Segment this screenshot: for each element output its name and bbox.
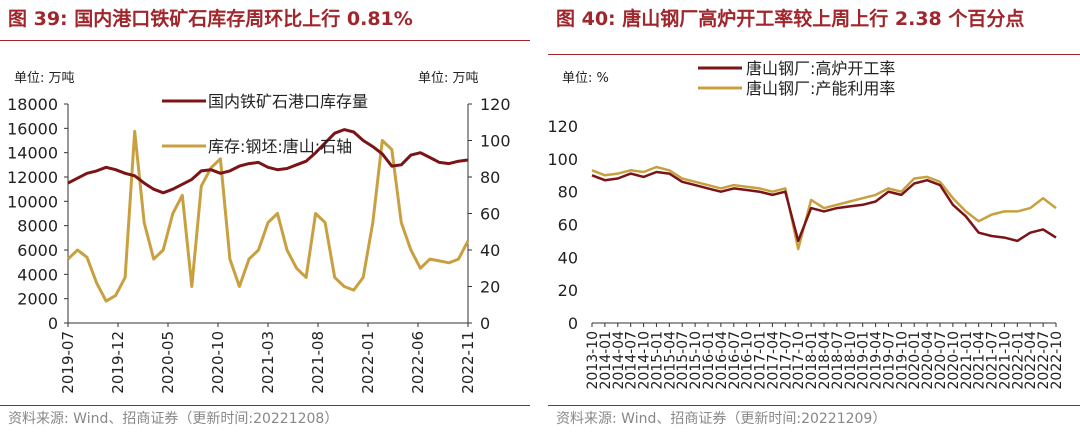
y-tick-label: 10000 — [7, 192, 58, 211]
right-chart-svg: 0204060801001202013-102014-012014-042014… — [547, 59, 1065, 390]
y-tick-label: 0 — [568, 314, 578, 333]
y-tick-label: 2000 — [17, 290, 58, 309]
x-tick-label: 2017-10 — [791, 331, 807, 390]
series-line-capacity-utilization — [591, 165, 1057, 251]
x-tick-label: 2018-10 — [843, 331, 859, 390]
x-tick-label: 2021-08 — [309, 331, 327, 394]
x-tick-label: 2019-04 — [869, 331, 885, 390]
x-tick-label: 2022-01 — [359, 331, 377, 394]
series-line-steel-billet-stock — [66, 129, 470, 303]
y2-tick-label: 20 — [480, 278, 500, 297]
x-tick-label: 2014-10 — [637, 331, 653, 390]
x-tick-label: 2020-10 — [209, 331, 227, 394]
x-tick-label: 2017-07 — [778, 331, 794, 390]
left-chart-svg: 0 2000 4000 6000 8000 10000 12000 14000 16000 180… — [7, 92, 511, 394]
x-tick-label: 2022-04 — [1023, 331, 1039, 390]
y2-tick-label: 80 — [480, 168, 500, 187]
x-tick-label: 2021-10 — [997, 331, 1013, 390]
x-tick-label: 2020-04 — [920, 331, 936, 390]
x-tick-label: 2014-07 — [624, 331, 640, 390]
x-tick-label: 2020-07 — [933, 331, 949, 390]
x-tick-label: 2016-01 — [701, 331, 717, 390]
y-tick-label: 20 — [558, 281, 578, 300]
legend-label: 唐山钢厂:高炉开工率 — [746, 59, 895, 78]
x-tick-label: 2019-01 — [856, 331, 872, 390]
right-axis-unit: 单位: 万吨 — [418, 71, 479, 86]
x-tick-label: 2015-07 — [675, 331, 691, 390]
left-axis-unit: 单位: 万吨 — [14, 71, 75, 86]
x-tick-label: 2018-07 — [830, 331, 846, 390]
legend-label: 国内铁矿石港口库存量 — [208, 92, 368, 111]
right-chart-panel: 图 40: 唐山钢厂高炉开工率较上周上行 2.38 个百分点 单位: % 0 20… — [547, 0, 1080, 434]
y2-tick-label: 100 — [480, 132, 511, 151]
y-tick-label: 60 — [558, 216, 578, 235]
x-tick-label: 2015-10 — [688, 331, 704, 390]
y-tick-label: 100 — [547, 150, 578, 169]
legend-label: 唐山钢厂:产能利用率 — [746, 79, 895, 98]
x-tick-label: 2020-10 — [946, 331, 962, 390]
x-tick-label: 2015-01 — [649, 331, 665, 390]
x-tick-label: 2022-06 — [409, 331, 427, 394]
x-tick-label: 2017-04 — [765, 331, 781, 390]
x-tick-label: 2019-07 — [881, 331, 897, 390]
x-tick-label: 2013-10 — [585, 331, 601, 390]
series-line-iron-ore-port-stock — [67, 128, 469, 195]
y-tick-label: 40 — [558, 248, 578, 267]
right-source-rule — [548, 405, 1080, 406]
y2-tick-label: 0 — [480, 314, 490, 333]
x-tick-label: 2018-04 — [817, 331, 833, 390]
right-chart-unit: 单位: % — [562, 71, 609, 86]
legend-label: 库存:钢坯:唐山:石轴 — [208, 137, 352, 156]
x-tick-label: 2022-11 — [459, 331, 477, 394]
right-chart-title: 图 40: 唐山钢厂高炉开工率较上周上行 2.38 个百分点 — [556, 8, 1025, 30]
x-tick-label: 2019-12 — [109, 331, 127, 394]
x-tick-label: 2016-10 — [740, 331, 756, 390]
x-tick-label: 2017-01 — [753, 331, 769, 390]
x-tick-label: 2022-01 — [1010, 331, 1026, 390]
x-tick-label: 2022-07 — [1036, 331, 1052, 390]
y-tick-label: 120 — [547, 117, 578, 136]
x-tick-label: 2016-04 — [714, 331, 730, 390]
right-source: 资料来源: Wind、招商证券（更新时间:20221209） — [556, 411, 887, 427]
x-tick-label: 2015-04 — [662, 331, 678, 390]
x-tick-label: 2021-04 — [972, 331, 988, 390]
right-title-rule — [548, 54, 1080, 55]
y2-tick-label: 60 — [480, 205, 500, 224]
x-tick-label: 2019-07 — [59, 331, 77, 394]
y-tick-label: 6000 — [17, 241, 58, 260]
y-tick-label: 14000 — [7, 144, 58, 163]
x-tick-label: 2018-01 — [804, 331, 820, 390]
x-tick-label: 2019-10 — [894, 331, 910, 390]
left-chart-title: 图 39: 国内港口铁矿石库存周环比上行 0.81% — [8, 8, 413, 30]
left-source-rule — [0, 405, 530, 406]
y-tick-label: 0 — [48, 314, 58, 333]
y2-tick-label: 40 — [480, 241, 500, 260]
y-tick-label: 16000 — [7, 119, 58, 138]
y-tick-label: 12000 — [7, 168, 58, 187]
x-tick-label: 2021-07 — [985, 331, 1001, 390]
left-source: 资料来源: Wind、招商证券（更新时间:20221208） — [8, 411, 339, 427]
x-tick-label: 2021-01 — [959, 331, 975, 390]
x-tick-label: 2016-07 — [727, 331, 743, 390]
x-tick-label: 2014-04 — [611, 331, 627, 390]
left-title-rule — [0, 40, 530, 41]
x-tick-label: 2020-01 — [907, 331, 923, 390]
y-tick-label: 8000 — [17, 217, 58, 236]
y-tick-label: 4000 — [17, 265, 58, 284]
y2-tick-label: 120 — [480, 95, 511, 114]
y-tick-label: 18000 — [7, 95, 58, 114]
x-tick-label: 2020-05 — [159, 331, 177, 394]
x-tick-label: 2014-01 — [598, 331, 614, 390]
x-tick-label: 2022-10 — [1049, 331, 1065, 390]
left-chart-panel: 图 39: 国内港口铁矿石库存周环比上行 0.81% 单位: 万吨 单位: 万吨… — [0, 0, 530, 434]
y-tick-label: 80 — [558, 183, 578, 202]
series-line-blast-furnace-rate — [591, 170, 1057, 243]
x-tick-label: 2021-03 — [259, 331, 277, 394]
